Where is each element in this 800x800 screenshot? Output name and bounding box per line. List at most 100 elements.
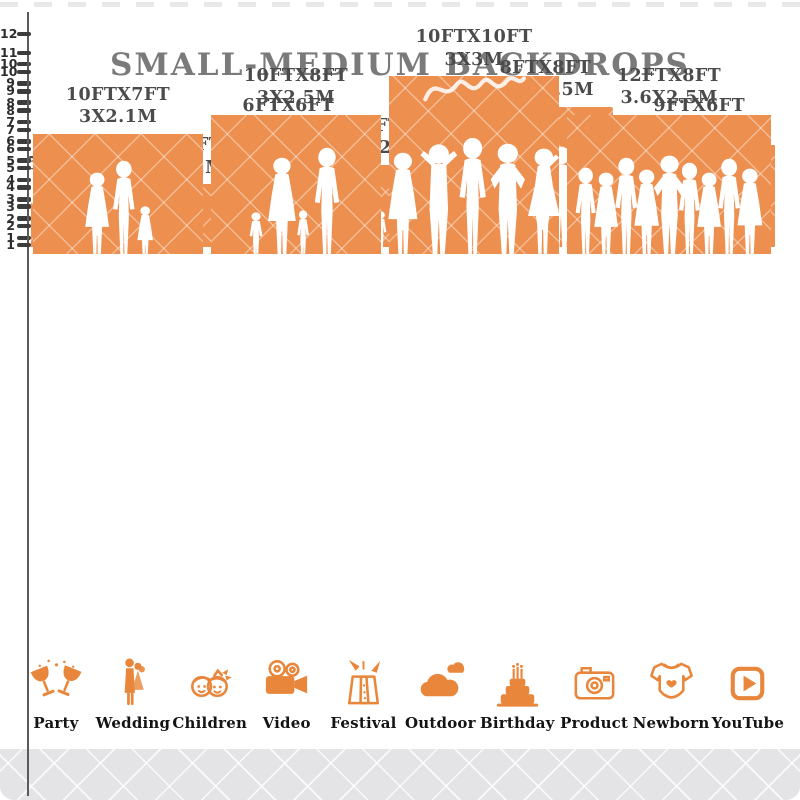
person-girl-silhouette: [134, 206, 156, 262]
category-label: Wedding: [95, 714, 171, 732]
ruler-tick: [17, 235, 31, 241]
ruler-number: 1: [6, 237, 15, 252]
category-item: Festival: [328, 656, 400, 732]
category-label: Newborn: [632, 714, 710, 732]
ruler-tick: [17, 69, 31, 75]
ruler-tick: [17, 61, 31, 67]
page-top-dashes: [0, 2, 800, 7]
backdrop-size-ft: 10FTX10FT: [415, 27, 533, 48]
panel-floor: [0, 754, 800, 800]
ruler-number: 4: [6, 172, 15, 187]
ruler-number: 6: [6, 141, 15, 156]
backdrop-size-m: 3.6X2.5M: [620, 88, 718, 109]
backdrop-size-m: 3X2.5M: [257, 88, 335, 109]
backdrop: [567, 114, 771, 254]
ruler-number: 8: [6, 102, 15, 118]
watermark-script: [423, 76, 527, 102]
ruler-tick: [17, 146, 31, 152]
ruler-tick: [17, 31, 31, 37]
ruler-number: 7: [6, 121, 15, 137]
backdrop-label: 10FTX10FT 3X3M: [359, 26, 589, 71]
backdrop: [33, 133, 203, 254]
person-woman-silhouette: [732, 168, 768, 262]
backdrop: [389, 76, 559, 254]
backdrop-size-m: 3X2.1M: [79, 107, 157, 128]
backdrop-size-ft: 8FTX8FT: [499, 57, 592, 78]
festival-icon: [347, 659, 381, 705]
category-label: Party: [33, 714, 79, 732]
category-item: Birthday: [479, 656, 555, 732]
category-item: Newborn: [632, 656, 710, 732]
product-icon: [574, 667, 615, 700]
ruler-number: 10: [0, 64, 18, 80]
category-item: Children: [172, 656, 247, 732]
ruler-number: 4: [6, 179, 15, 195]
category-label: YouTube: [711, 714, 785, 732]
youtube-icon: [731, 666, 765, 701]
category-item: Video: [251, 656, 323, 732]
backdrop-label: 10FTX8FT 3X2.5M: [181, 65, 411, 110]
ruler-number: 10: [0, 56, 18, 72]
category-label: Birthday: [479, 714, 555, 732]
ruler-line: [27, 12, 29, 796]
wedding-icon: [125, 658, 146, 706]
backdrop-label: 12FTX8FT 3.6X2.5M: [554, 65, 784, 110]
ruler-tick: [17, 242, 31, 248]
backdrop-size-m: 3X3M: [444, 49, 504, 70]
ruler-number: 2: [6, 210, 15, 226]
ruler-number: 2: [6, 217, 15, 233]
birthday-icon: [496, 662, 538, 707]
backdrop-label: 10FTX7FT 3X2.1M: [3, 84, 233, 129]
outdoor-icon: [420, 662, 465, 697]
category-label: Video: [262, 714, 311, 732]
ruler-tick: [17, 185, 31, 190]
ruler-tick: [17, 127, 31, 133]
ruler-number: 3: [6, 198, 15, 214]
backdrop-size-ft: 12FTX8FT: [616, 65, 722, 86]
ruler-tick: [17, 216, 31, 221]
ruler-tick: [17, 89, 31, 94]
ruler-number: 1: [6, 230, 15, 245]
ruler-tick: [17, 100, 31, 105]
category-item: Product: [558, 656, 630, 732]
ruler-tick: [17, 158, 31, 163]
backdrop-size-ft: 9FTX6FT: [653, 96, 745, 117]
ruler-tick: [17, 119, 31, 125]
panel-large-backdrops: 1 2 3 4 5 6 7 8 9 10 11 12 10FTX7FT 3X2.1M 10FTX8FT 3X2…: [0, 12, 800, 800]
ruler-tick: [17, 139, 31, 144]
ruler-tick: [17, 50, 31, 56]
ruler-number: 3: [6, 191, 15, 207]
category-item: Outdoor: [404, 656, 476, 732]
newborn-icon: [649, 662, 693, 699]
backdrop-size-ft: 6FTX6FT: [242, 96, 334, 117]
category-label: Outdoor: [405, 714, 476, 732]
category-item: Party: [20, 656, 92, 732]
ruler-tick: [17, 197, 31, 202]
ruler-number: 5: [6, 152, 15, 168]
category-item: Wedding: [95, 656, 171, 732]
person-man-silhouette: [308, 147, 346, 262]
ruler-tick: [17, 204, 31, 209]
backdrop-size-ft: 10FTX8FT: [243, 65, 349, 86]
person-woman-dress-silhouette: [522, 147, 566, 262]
ruler-number: 8: [6, 94, 15, 110]
ruler-number: 6: [6, 133, 15, 149]
category-label: Product: [560, 714, 629, 732]
ruler-number: 12: [0, 25, 18, 41]
ruler-number: 7: [6, 114, 15, 130]
ruler-number: 9: [6, 75, 15, 91]
children-icon: [191, 668, 232, 698]
party-icon: [30, 659, 81, 697]
category-label: Festival: [330, 714, 397, 732]
backdrop: [211, 114, 381, 254]
category-row: Party Wedding Children Video Festival Outdoor…: [20, 656, 784, 732]
ruler-number: 9: [6, 83, 15, 99]
category-item: YouTube: [712, 656, 784, 732]
backdrop-size-ft: 10FTX7FT: [65, 84, 171, 105]
ruler-tick: [17, 223, 31, 229]
ruler-tick: [17, 165, 31, 171]
ruler-tick: [17, 177, 31, 183]
video-icon: [266, 660, 308, 694]
ruler-number: 5: [6, 160, 15, 176]
ruler-tick: [17, 108, 31, 113]
